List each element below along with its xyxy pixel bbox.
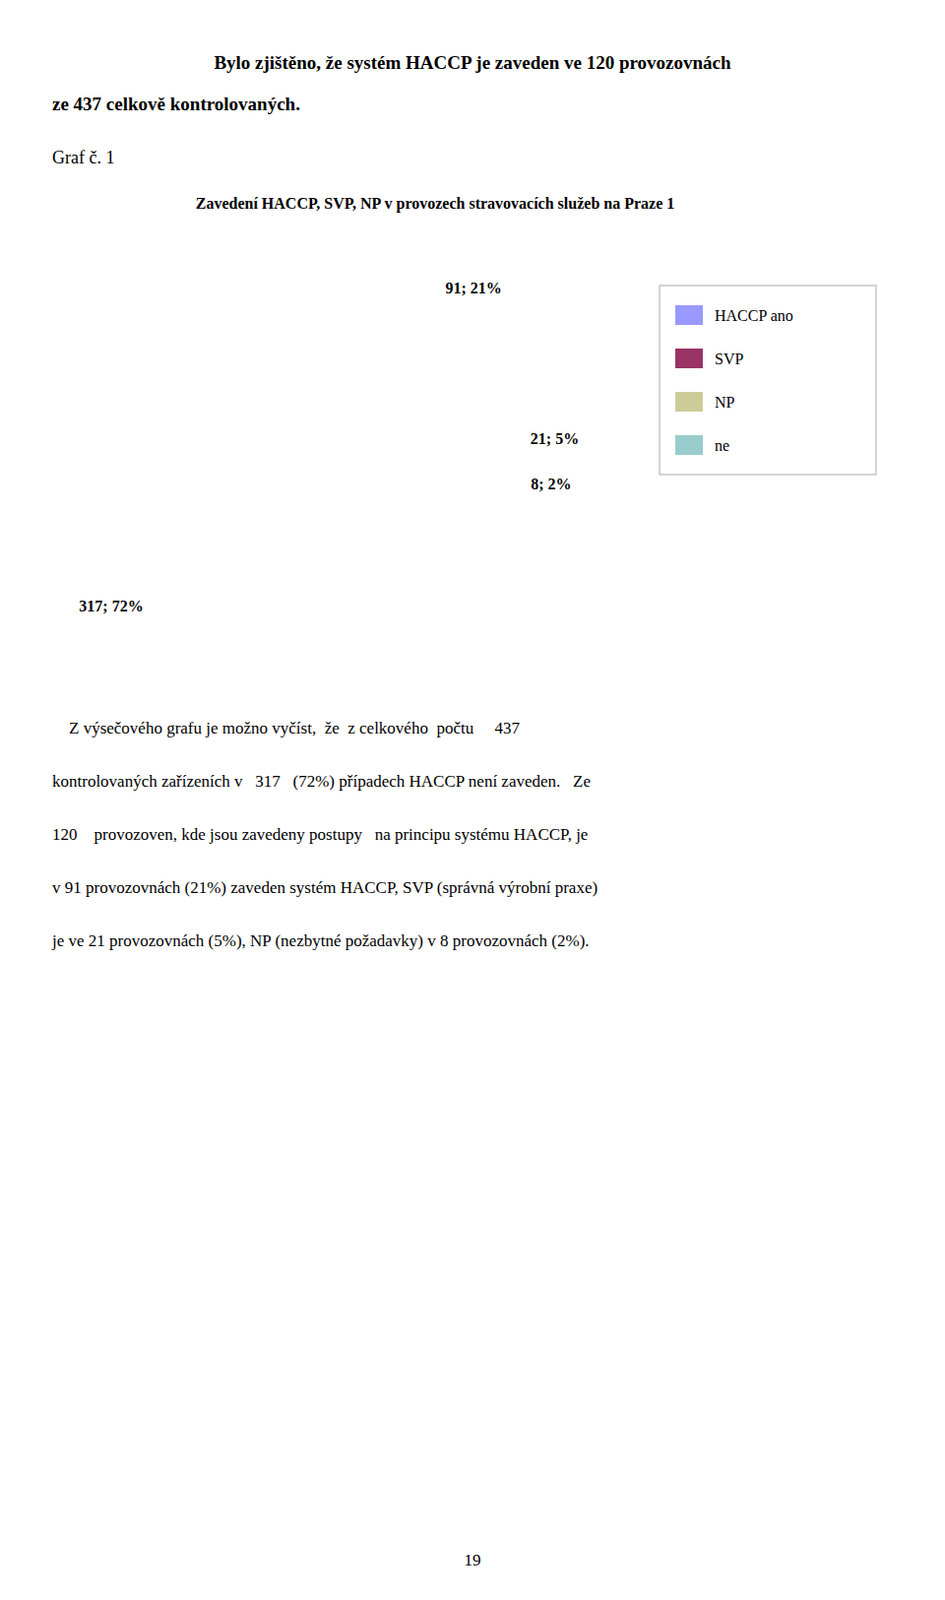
legend-box: [659, 285, 877, 475]
paragraph-line: kontrolovaných zařízeních v 317 (72%) př…: [52, 771, 591, 791]
header-line: Bylo zjištěno, že systém HACCP je zavede…: [213, 52, 732, 73]
paragraph-line: je ve 21 provozovnách (5%), NP (nezbytné…: [51, 931, 590, 950]
data-label: 91; 21%: [444, 279, 502, 297]
legend-swatch: [675, 348, 703, 369]
legend-swatch: [675, 305, 703, 325]
legend-entry: SVP: [714, 350, 744, 368]
legend-entry: ne: [714, 437, 730, 454]
legend-swatch: [675, 391, 703, 412]
data-label: 21; 5%: [530, 430, 579, 447]
legend-swatch: [675, 435, 703, 455]
legend-entry: HACCP ano: [714, 307, 794, 324]
legend-entry: NP: [714, 393, 736, 411]
data-labels: 91; 21% 21; 5% 8; 2% 317; 72%: [78, 279, 579, 616]
page-number: 19: [464, 1550, 482, 1570]
data-label: 317; 72%: [78, 597, 143, 615]
chart-title: Zavedení HACCP, SVP, NP v provozech stra…: [195, 194, 676, 213]
data-label: 8; 2%: [530, 475, 571, 493]
paragraph-line: Z výsečového grafu je možno vyčíst, že z…: [52, 718, 520, 738]
header-line: ze 437 celkově kontrolovaných.: [52, 93, 301, 115]
page: Bylo zjištěno, že systém HACCP je zavede…: [0, 0, 945, 1600]
caption: Graf č. 1: [52, 147, 115, 168]
paragraph-line: 120 provozoven, kde jsou zavedeny postup…: [52, 824, 588, 844]
paragraph-line: v 91 provozovnách (21%) zaveden systém H…: [52, 878, 598, 897]
legend: HACCP ano SVP NP ne: [659, 285, 877, 475]
